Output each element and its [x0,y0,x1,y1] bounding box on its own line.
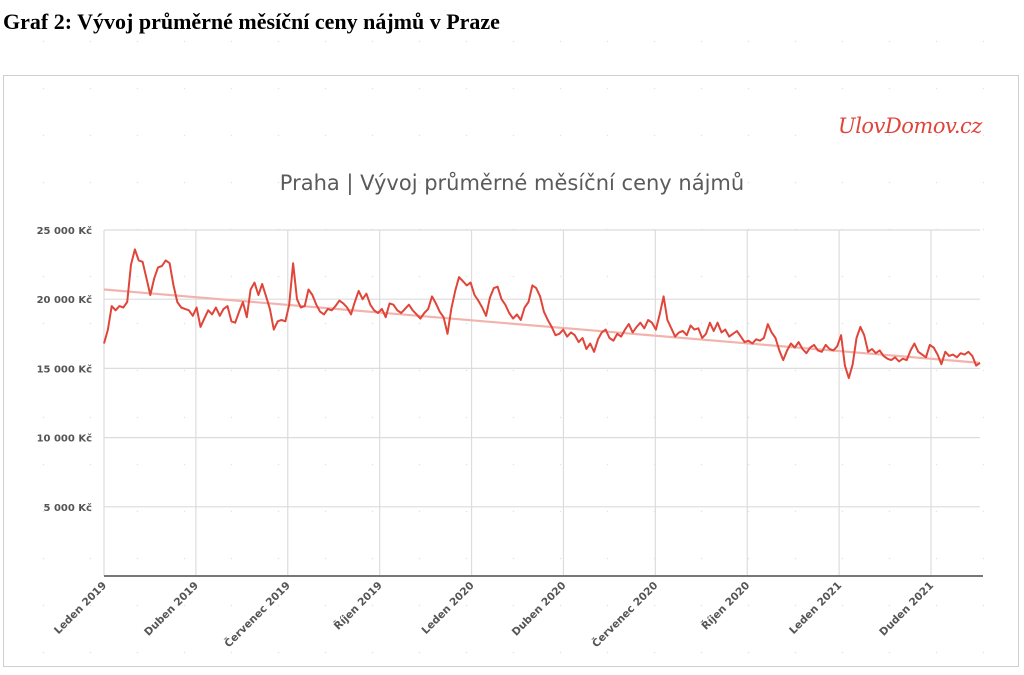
y-axis-labels: 5 000 Kč 10 000 Kč 15 000 Kč 20 000 Kč 25 00… [37,225,93,514]
chart-title: Praha | Vývoj průměrné měsíční ceny nájm… [280,171,744,196]
x-tick-label: Leden 2021 [787,580,844,637]
series-line-rent [103,248,981,380]
chart-frame [3,75,1019,667]
vertical-gridlines [103,230,932,576]
x-tick-label: Říjen 2020 [699,579,753,633]
ulovdomov-logo: UlovDomov.cz [838,114,982,138]
document-title: Graf 2: Vývoj průměrné měsíční ceny nájm… [3,9,500,34]
x-tick-label: Duben 2019 [142,580,201,639]
x-tick-label: Leden 2020 [420,580,477,637]
y-tick-label: 5 000 Kč [44,502,93,514]
x-tick-label: Červenec 2020 [589,579,660,650]
x-axis-labels: Leden 2019 Duben 2019 Červenec 2019 Říjen 2… [52,579,936,650]
x-tick-label: Říjen 2019 [331,579,385,633]
y-tick-label: 10 000 Kč [37,433,93,445]
x-tick-label: Červenec 2019 [222,579,293,650]
x-tick-label: Leden 2019 [52,580,109,637]
x-tick-label: Duden 2021 [877,580,936,639]
x-tick-label: Duben 2020 [510,580,569,639]
series-points [103,249,981,379]
y-tick-label: 15 000 Kč [37,363,93,375]
y-tick-label: 25 000 Kč [37,225,93,237]
y-tick-label: 20 000 Kč [37,294,93,306]
horizontal-gridlines [104,229,980,508]
